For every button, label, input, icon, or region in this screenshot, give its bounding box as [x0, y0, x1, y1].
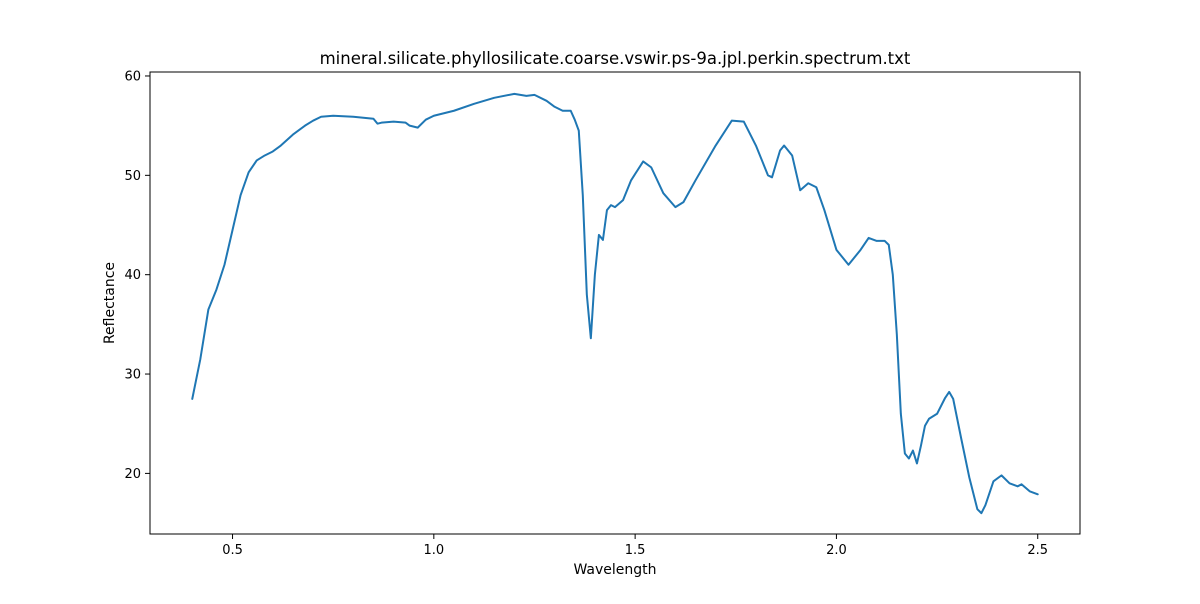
y-axis-label: Reflectance [102, 262, 118, 344]
y-tick-label: 50 [124, 169, 141, 184]
y-tick-label: 40 [124, 268, 141, 283]
y-tick-label: 30 [124, 368, 141, 383]
spectrum-series-line [191, 92, 1039, 515]
y-tick-label: 60 [124, 69, 141, 84]
x-tick-label: 2.0 [826, 543, 847, 558]
x-tick-label: 1.5 [625, 543, 646, 558]
chart-title: mineral.silicate.phyllosilicate.coarse.v… [320, 49, 911, 68]
y-axis: 20 30 40 50 60 [124, 69, 150, 482]
plot-area [149, 71, 1081, 535]
y-tick-label: 20 [124, 467, 141, 482]
x-tick-label: 1.0 [423, 543, 444, 558]
x-tick-label: 0.5 [222, 543, 243, 558]
x-axis: 0.5 1.0 1.5 2.0 2.5 [222, 534, 1048, 558]
x-axis-label: Wavelength [573, 562, 656, 578]
x-tick-label: 2.5 [1027, 543, 1048, 558]
plot-frame [149, 71, 1081, 535]
